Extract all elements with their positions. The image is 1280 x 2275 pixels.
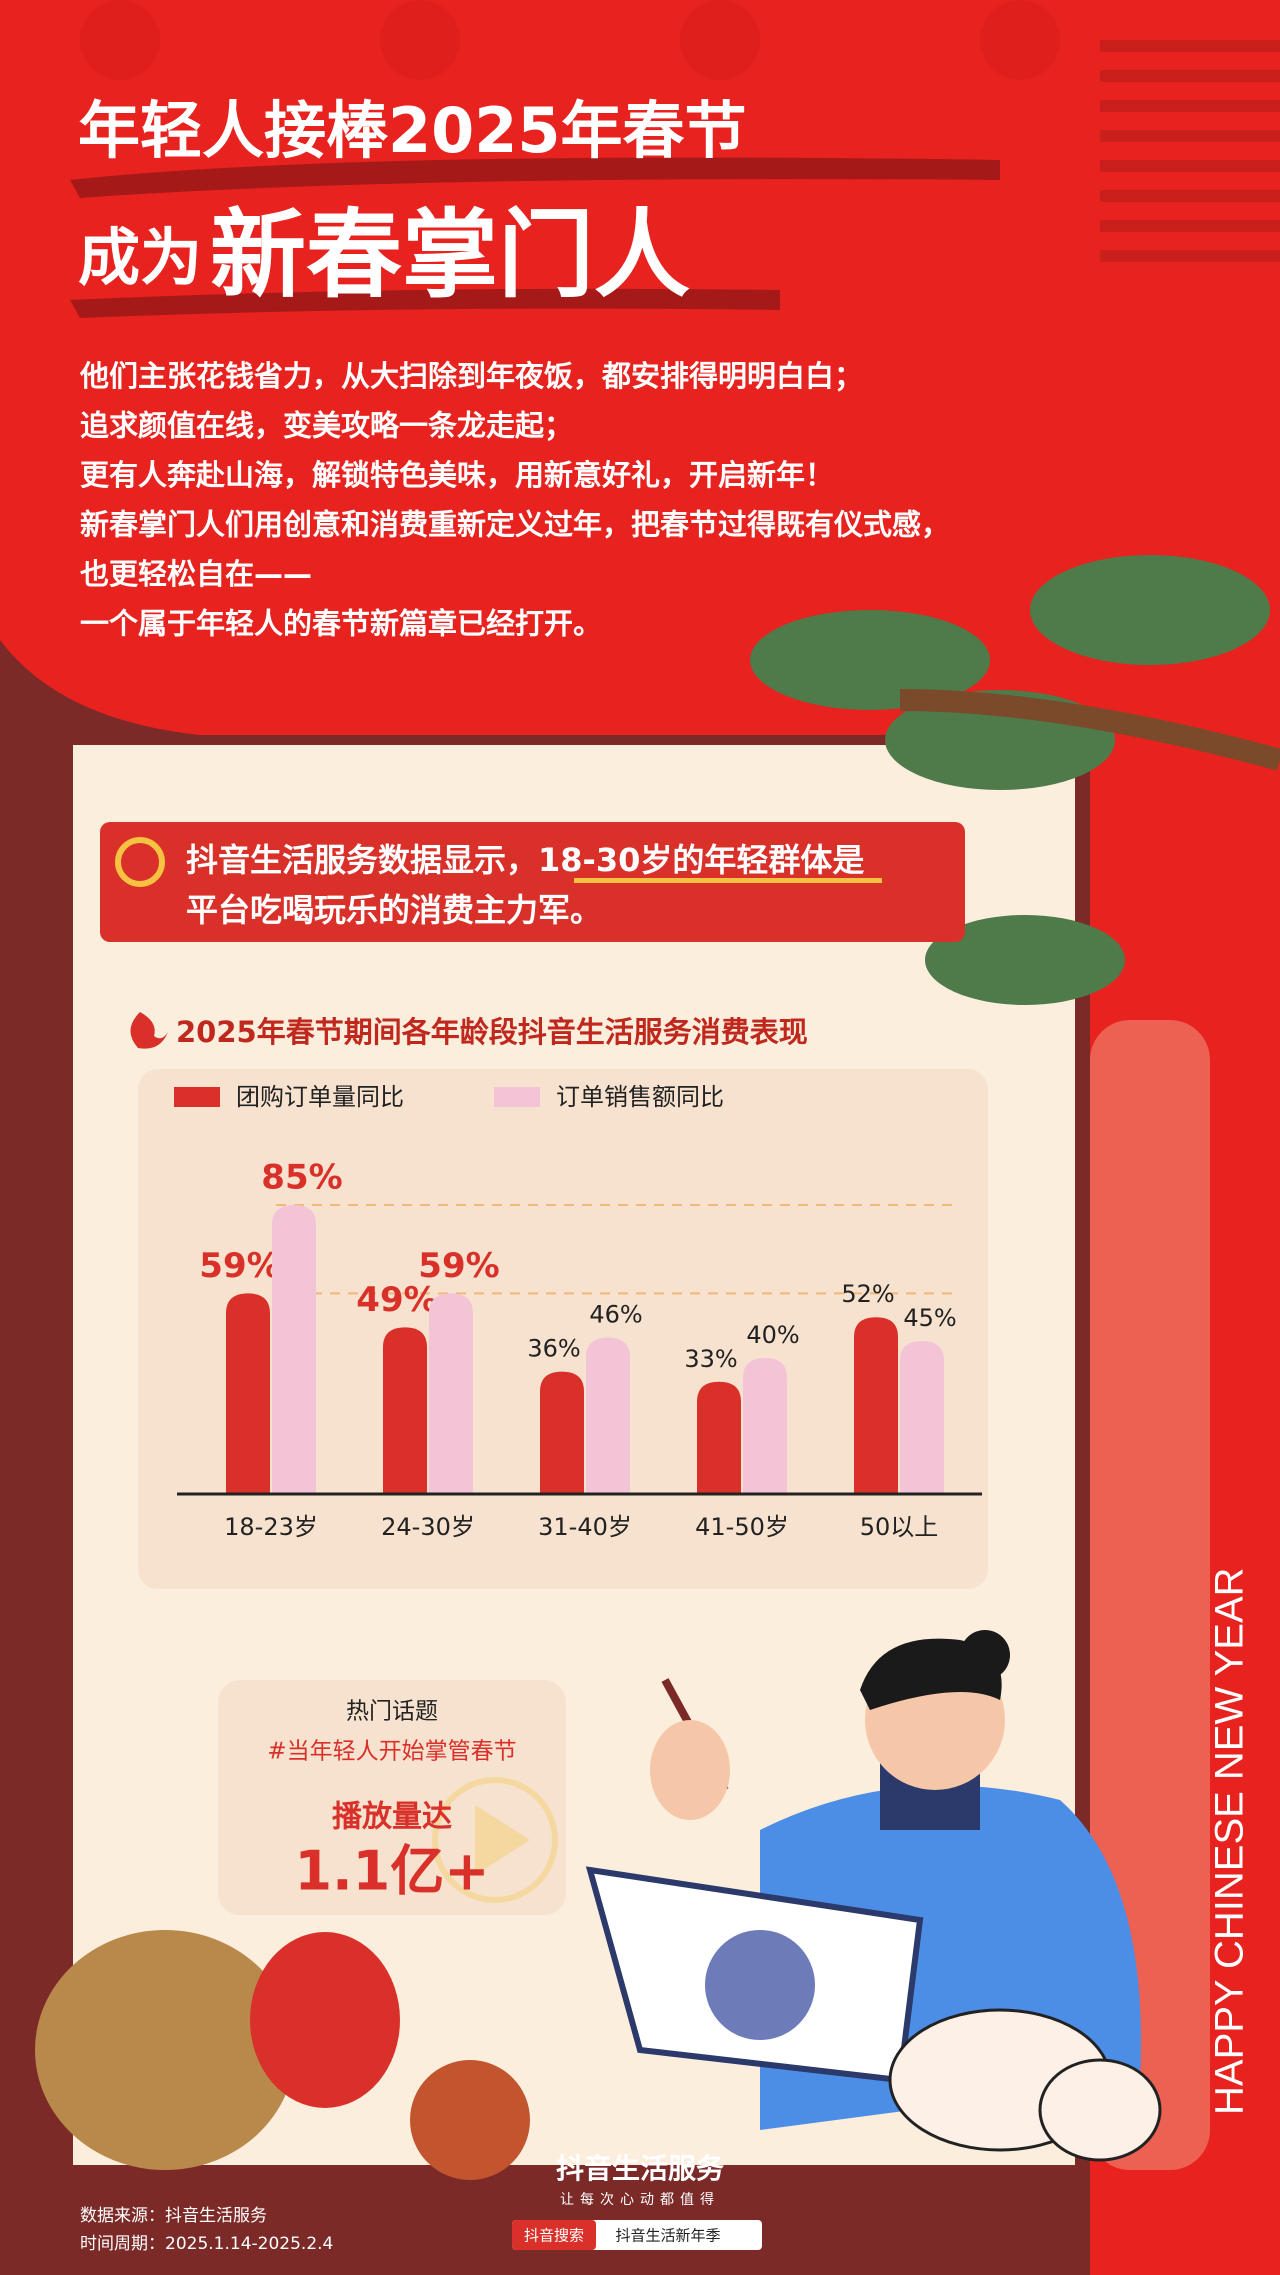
highlight-part: 18-30岁的年轻群体是 <box>538 841 864 879</box>
period: 时间周期：2025.1.14-2025.2.4 <box>80 2234 333 2254</box>
x-tick-label: 31-40岁 <box>538 1513 632 1541</box>
brand: 抖音生活服务 <box>556 2152 724 2185</box>
value-label: 36% <box>527 1335 580 1363</box>
play-label: 播放量达 <box>332 1800 452 1835</box>
value-label: 52% <box>841 1280 894 1308</box>
x-tick-label: 50以上 <box>860 1513 939 1541</box>
title-underline <box>70 288 780 318</box>
x-tick-label: 24-30岁 <box>381 1513 475 1541</box>
person <box>585 1630 1141 2130</box>
lantern-icon <box>115 837 165 887</box>
bar <box>586 1337 630 1494</box>
legend-label: 订单销售额同比 <box>556 1083 724 1111</box>
bar <box>900 1341 944 1494</box>
side-band <box>1090 1020 1210 2170</box>
title-underline <box>70 157 1000 198</box>
value-label: 59% <box>418 1246 499 1286</box>
bar <box>429 1293 473 1494</box>
intro-line: 追求颜值在线，变美攻略一条龙走起； <box>80 409 573 443</box>
search-tag-bg <box>512 2220 596 2250</box>
play-icon <box>475 1805 530 1875</box>
chart-title: 2025年春节期间各年龄段抖音生活服务消费表现 <box>176 1015 808 1049</box>
bar <box>272 1205 316 1494</box>
vertical-text: HAPPY CHINESE NEW YEAR <box>1208 1567 1252 2115</box>
value-label: 40% <box>746 1321 799 1349</box>
bar <box>854 1317 898 1494</box>
legend-label: 团购订单量同比 <box>236 1083 404 1111</box>
highlight-text: 抖音生活服务数据显示，18-30岁的年轻群体是 <box>186 841 864 879</box>
title: 成为新春掌门人 <box>78 199 690 311</box>
intro-line: 他们主张花钱省力，从大扫除到年夜饭，都安排得明明白白； <box>79 359 863 393</box>
intro-line: 一个属于年轻人的春节新篇章已经打开。 <box>80 607 602 641</box>
chart: 团购订单量同比 订单销售额同比59%85%18-23岁49%59%24-30岁36… <box>174 1083 982 1541</box>
value-label: 85% <box>261 1158 342 1198</box>
value-label: 46% <box>589 1301 642 1329</box>
bar <box>226 1293 270 1494</box>
lanterns <box>35 1930 530 2180</box>
legend-swatch <box>494 1087 540 1107</box>
highlight-text: 平台吃喝玩乐的消费主力军。 <box>186 891 602 929</box>
value-label: 59% <box>199 1246 280 1286</box>
highlight-underline <box>574 878 882 883</box>
highlight-part: 抖音生活服务数据显示， <box>186 841 538 879</box>
topic-label: 热门话题 <box>346 1699 438 1725</box>
value-label: 49% <box>356 1280 437 1320</box>
legend-swatch <box>174 1087 220 1107</box>
intro-line: 新春掌门人们用创意和消费重新定义过年，把春节过得既有仪式感， <box>80 508 950 542</box>
value-label: 45% <box>903 1304 956 1332</box>
bar <box>383 1327 427 1494</box>
title-main: 新春掌门人 <box>210 199 690 311</box>
source: 数据来源：抖音生活服务 <box>80 2206 267 2226</box>
pine <box>750 555 1280 1005</box>
x-tick-label: 41-50岁 <box>695 1513 789 1541</box>
play-value: 1.1亿+ <box>295 1840 490 1903</box>
topic-hashtag: #当年轻人开始掌管春节 <box>267 1739 516 1765</box>
bar <box>540 1371 584 1494</box>
highlight-banner <box>100 822 965 942</box>
intro-line: 更有人奔赴山海，解锁特色美味，用新意好礼，开启新年！ <box>80 458 834 492</box>
cloud <box>888 2008 1162 2162</box>
x-tick-label: 18-23岁 <box>224 1513 318 1541</box>
intro: 他们主张花钱省力，从大扫除到年夜饭，都安排得明明白白； 追求颜值在线，变美攻略一条… <box>79 359 950 641</box>
bar <box>697 1381 741 1494</box>
bar <box>743 1358 787 1494</box>
stripes <box>1100 40 1280 262</box>
fire-icon <box>130 1012 168 1049</box>
title-prefix: 成为 <box>78 221 202 294</box>
intro-line: 也更轻松自在—— <box>80 557 312 591</box>
search-tag: 抖音搜索 <box>524 2227 584 2245</box>
play-ring <box>432 1777 558 1903</box>
title: 年轻人接棒2025年春节 <box>78 94 747 167</box>
search-term: 抖音生活新年季 <box>615 2227 720 2245</box>
slogan: 让每次心动都值得 <box>560 2191 720 2208</box>
value-label: 33% <box>684 1345 737 1373</box>
